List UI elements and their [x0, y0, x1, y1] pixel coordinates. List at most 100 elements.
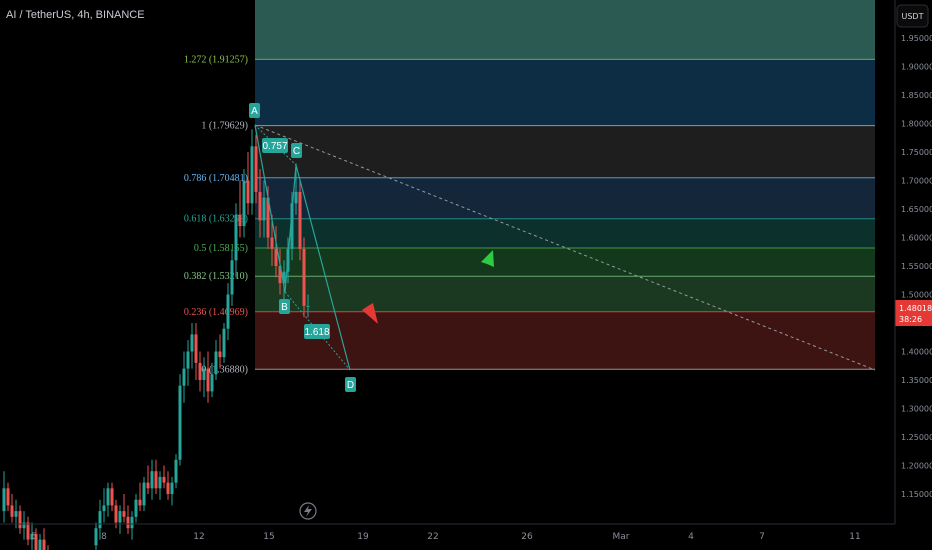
candle-body	[106, 488, 110, 506]
ratio-ac-badge[interactable]: 0.757	[262, 138, 288, 153]
candle-body	[94, 528, 98, 546]
candle-body	[258, 191, 262, 221]
lightning-icon[interactable]	[299, 502, 317, 520]
candle-body	[250, 146, 254, 204]
point-d-label[interactable]: D	[345, 377, 356, 392]
candle-body	[138, 499, 142, 506]
fib-level-label: 1 (1.79629)	[201, 121, 248, 132]
price-tick-label: 1.25000	[901, 433, 932, 442]
candle-body	[262, 197, 266, 221]
candle-body	[22, 522, 26, 529]
price-tick-label: 1.80000	[901, 120, 932, 129]
candle-body	[10, 505, 14, 517]
candle-body	[234, 214, 238, 261]
candles	[2, 129, 310, 550]
countdown-value: 38:26	[899, 315, 922, 324]
candle-body	[134, 499, 138, 517]
candle-body	[170, 482, 174, 494]
price-tick-label: 1.35000	[901, 376, 932, 385]
candle-body	[102, 505, 106, 512]
price-axis[interactable]: 1.95000 1.90000 1.85000 1.80000 1.75000 1.700…	[901, 34, 932, 499]
fib-level-label: 0.5 (1.58155)	[194, 243, 248, 254]
point-b-text: B	[281, 302, 288, 313]
price-tick-label: 1.50000	[901, 291, 932, 300]
price-tick-label: 1.85000	[901, 91, 932, 100]
candle-body	[178, 385, 182, 460]
candle-body	[194, 334, 198, 363]
candle-body	[306, 305, 310, 307]
harmonic-bd-dotted	[284, 291, 351, 371]
point-c-label[interactable]: C	[291, 143, 302, 158]
price-tick-label: 1.60000	[901, 234, 932, 243]
candle-body	[226, 294, 230, 329]
candle-body	[282, 271, 286, 284]
candle-body	[218, 351, 222, 358]
time-tick-label: 5	[31, 532, 37, 542]
candle-body	[126, 516, 130, 529]
ratio-bd-text: 1.618	[304, 327, 329, 338]
candle-body	[110, 488, 114, 506]
candle-body	[122, 511, 126, 517]
price-tick-label: 1.65000	[901, 205, 932, 214]
candle-body	[150, 471, 154, 489]
bearish-arrow[interactable]	[339, 268, 378, 324]
candle-body	[230, 260, 234, 295]
point-d-text: D	[347, 380, 354, 391]
price-tick-label: 1.30000	[901, 405, 932, 414]
candle-body	[214, 351, 218, 375]
candle-body	[130, 516, 134, 529]
candle-body	[198, 362, 202, 380]
point-b-label[interactable]: B	[279, 299, 290, 314]
candle-body	[38, 539, 42, 550]
candle-body	[118, 511, 122, 523]
candle-body	[302, 248, 306, 306]
candle-body	[42, 539, 46, 550]
candle-body	[278, 266, 282, 284]
fib-zones	[255, 0, 875, 370]
currency-button[interactable]: USDT	[896, 4, 929, 28]
price-tick-label: 1.15000	[901, 490, 932, 499]
candle-body	[266, 197, 270, 238]
candle-body	[238, 214, 242, 227]
point-a-text: A	[251, 106, 258, 117]
time-tick-label: 26	[521, 532, 533, 542]
time-tick-label: 12	[193, 532, 204, 542]
time-tick-label: 19	[357, 532, 369, 542]
candle-body	[210, 374, 214, 392]
candle-body	[154, 471, 158, 489]
fib-level-label: 0.382 (1.53210)	[184, 271, 248, 282]
time-tick-label: 4	[688, 532, 694, 542]
candle-body	[166, 482, 170, 494]
fib-zone	[255, 311, 875, 370]
fib-zone	[255, 276, 875, 312]
ratio-bd-badge[interactable]: 1.618	[304, 324, 330, 339]
price-tick-label: 1.20000	[901, 462, 932, 471]
bullish-arrow[interactable]	[468, 250, 494, 320]
fib-zone	[255, 59, 875, 126]
price-tick-label: 1.75000	[901, 148, 932, 157]
candle-body	[182, 368, 186, 386]
candle-body	[254, 146, 258, 192]
candle-body	[190, 334, 194, 352]
fib-zone	[255, 248, 875, 277]
time-tick-label: 15	[263, 532, 274, 542]
time-axis[interactable]: 5 8 12 15 19 22 26 Mar 4 7 11	[31, 532, 861, 542]
current-price-tag: 1.48018 38:26	[895, 300, 932, 326]
candle-body	[2, 488, 6, 512]
candle-body	[290, 203, 294, 249]
price-tick-label: 1.40000	[901, 348, 932, 357]
price-tick-label: 1.55000	[901, 262, 932, 271]
candle-body	[202, 368, 206, 380]
ratio-ac-text: 0.757	[262, 141, 287, 152]
point-a-label[interactable]: A	[249, 103, 260, 118]
fib-lines: 1.272 (1.91257) 1 (1.79629) 0.786 (1.70481…	[184, 54, 875, 375]
fib-zone	[255, 0, 875, 60]
harmonic-pattern[interactable]: A B C D 0.757 1.618	[249, 103, 356, 392]
candle-body	[34, 533, 38, 550]
candle-body	[14, 511, 18, 517]
candle-body	[206, 368, 210, 392]
candle-body	[158, 476, 162, 489]
fib-zone	[255, 218, 875, 249]
price-tick-label: 1.70000	[901, 177, 932, 186]
